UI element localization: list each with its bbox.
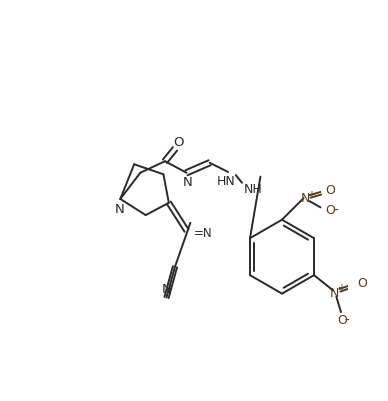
Text: -: - (333, 203, 338, 217)
Text: O: O (357, 276, 367, 289)
Text: N: N (183, 175, 193, 188)
Text: N: N (300, 191, 310, 205)
Text: N: N (162, 282, 171, 295)
Text: NH: NH (243, 182, 262, 195)
Text: =N: =N (194, 227, 212, 240)
Text: +: + (307, 189, 315, 199)
Text: N: N (330, 286, 340, 299)
Text: O: O (326, 204, 336, 217)
Text: N: N (115, 202, 125, 215)
Text: -: - (345, 313, 350, 327)
Text: O: O (326, 184, 336, 197)
Text: +: + (337, 282, 345, 292)
Text: O: O (173, 136, 184, 149)
Text: O: O (337, 314, 346, 326)
Text: HN: HN (217, 174, 236, 188)
